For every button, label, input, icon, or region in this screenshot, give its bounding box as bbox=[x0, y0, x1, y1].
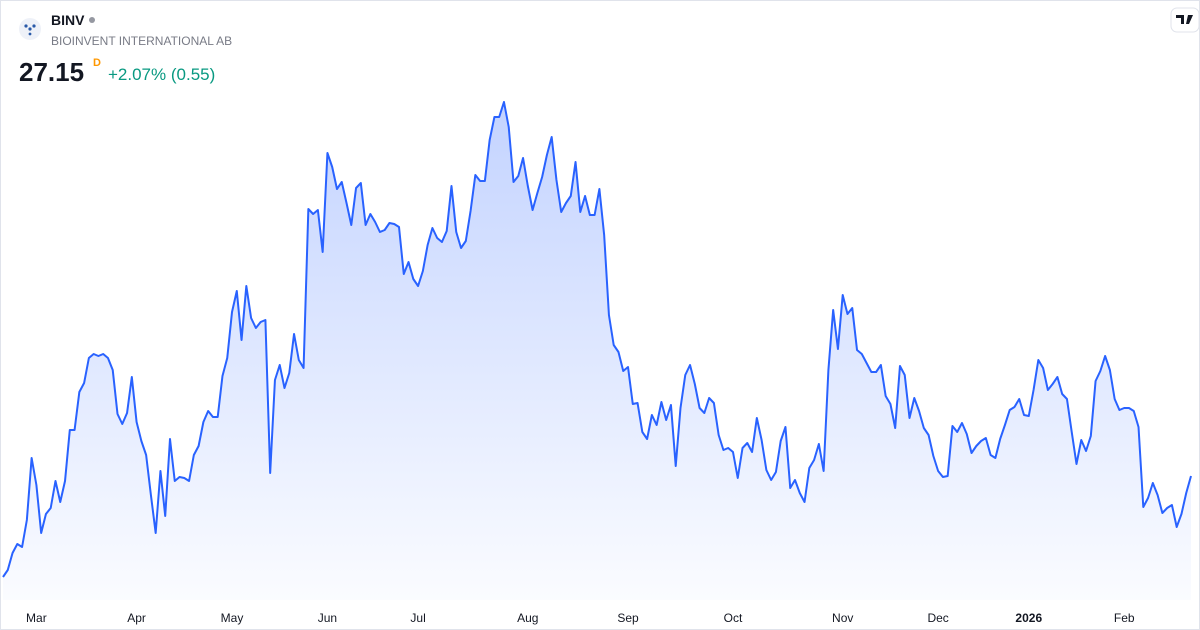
x-tick-label: Aug bbox=[517, 611, 538, 625]
price: 27.15 bbox=[19, 57, 84, 87]
logo bbox=[19, 18, 41, 40]
x-tick-label: Feb bbox=[1114, 611, 1135, 625]
area-fill bbox=[3, 102, 1191, 600]
x-tick-label: Oct bbox=[724, 611, 743, 625]
ticker: BINV bbox=[51, 12, 85, 28]
interval: D bbox=[93, 57, 101, 69]
x-tick-label: Jul bbox=[410, 611, 425, 625]
x-tick-label: Apr bbox=[127, 611, 146, 625]
status-dot bbox=[89, 17, 95, 23]
x-tick-label: May bbox=[221, 611, 244, 625]
x-tick-label: Sep bbox=[617, 611, 639, 625]
tradingview-logo[interactable] bbox=[1170, 7, 1200, 33]
x-tick-label: 2026 bbox=[1015, 611, 1042, 625]
price-change: +2.07% (0.55) bbox=[108, 65, 215, 84]
x-tick-label: Mar bbox=[26, 611, 47, 625]
x-tick-label: Jun bbox=[318, 611, 337, 625]
x-tick-label: Nov bbox=[832, 611, 853, 625]
x-tick-label: Dec bbox=[927, 611, 948, 625]
price-line bbox=[2, 101, 1192, 578]
company-name: BIOINVENT INTERNATIONAL AB bbox=[51, 34, 232, 48]
